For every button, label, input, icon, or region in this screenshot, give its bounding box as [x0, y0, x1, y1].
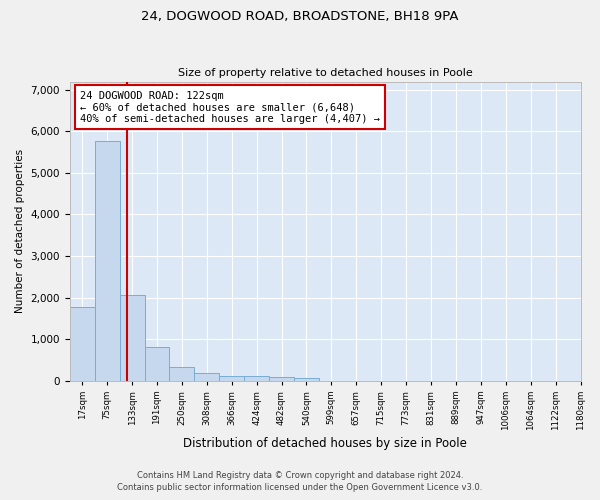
- Bar: [95, 140, 119, 380]
- Text: 24, DOGWOOD ROAD, BROADSTONE, BH18 9PA: 24, DOGWOOD ROAD, BROADSTONE, BH18 9PA: [141, 10, 459, 23]
- Title: Size of property relative to detached houses in Poole: Size of property relative to detached ho…: [178, 68, 473, 78]
- Bar: [269, 376, 294, 380]
- Bar: [194, 373, 219, 380]
- Text: 24 DOGWOOD ROAD: 122sqm
← 60% of detached houses are smaller (6,648)
40% of semi: 24 DOGWOOD ROAD: 122sqm ← 60% of detache…: [80, 90, 380, 124]
- Bar: [244, 376, 269, 380]
- Y-axis label: Number of detached properties: Number of detached properties: [15, 149, 25, 313]
- Bar: [294, 378, 319, 380]
- Bar: [119, 295, 145, 380]
- Bar: [145, 346, 169, 380]
- X-axis label: Distribution of detached houses by size in Poole: Distribution of detached houses by size …: [183, 437, 467, 450]
- Bar: [169, 366, 194, 380]
- Text: Contains HM Land Registry data © Crown copyright and database right 2024.
Contai: Contains HM Land Registry data © Crown c…: [118, 471, 482, 492]
- Bar: [219, 376, 244, 380]
- Bar: [70, 306, 95, 380]
